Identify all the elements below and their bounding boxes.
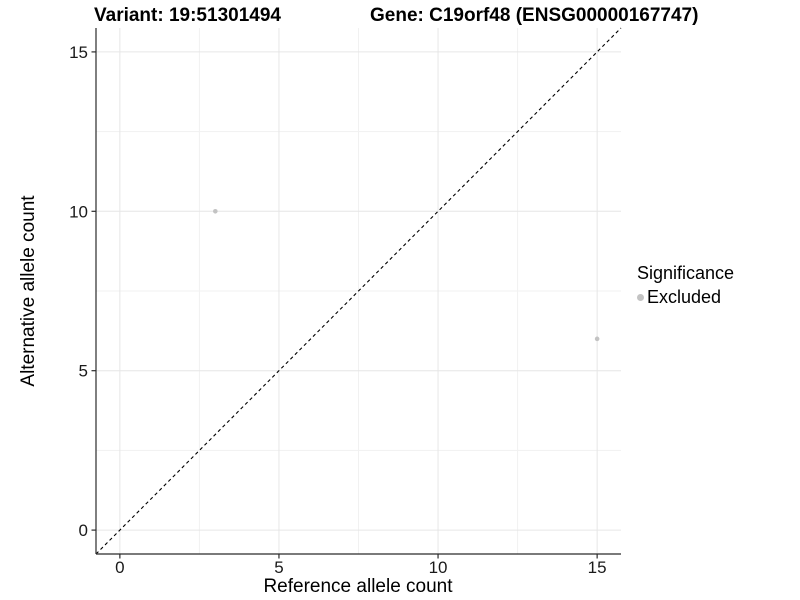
x-tick-label: 0	[115, 558, 124, 577]
data-point	[213, 209, 218, 214]
gene-title: Gene: C19orf48 (ENSG00000167747)	[370, 5, 699, 26]
y-tick-label: 15	[69, 43, 88, 62]
legend-title: Significance	[637, 263, 735, 283]
y-tick-label: 0	[79, 521, 88, 540]
x-tick-label: 10	[429, 558, 448, 577]
variant-title: Variant: 19:51301494	[94, 5, 281, 26]
x-tick-label: 15	[588, 558, 607, 577]
data-point	[594, 336, 600, 342]
legend: Significance Excluded	[637, 263, 734, 308]
excluded-marker-icon	[637, 294, 644, 301]
y-axis-title: Alternative allele count	[18, 195, 39, 387]
x-tick-label: 5	[274, 558, 283, 577]
y-tick-label: 5	[79, 362, 88, 381]
legend-entry-excluded: Excluded	[637, 287, 734, 308]
identity-reference-line	[95, 27, 622, 555]
y-tick-label: 10	[69, 202, 88, 221]
x-axis-title: Reference allele count	[263, 576, 453, 597]
legend-entry-label: Excluded	[647, 287, 722, 307]
